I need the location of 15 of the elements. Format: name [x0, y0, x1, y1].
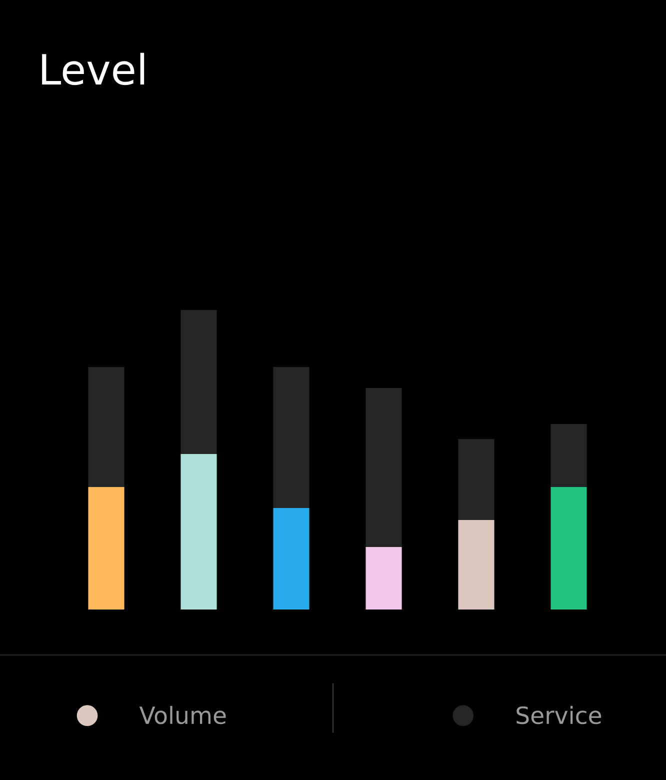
bar — [88, 367, 124, 487]
bar — [458, 520, 494, 610]
bar — [550, 424, 587, 487]
bar — [366, 388, 402, 547]
bar — [550, 487, 587, 610]
bar — [180, 310, 217, 454]
bar — [88, 487, 124, 610]
bar — [273, 508, 310, 610]
bar — [273, 367, 310, 508]
chart-title: Level — [42, 52, 144, 86]
legend-label: Volume — [139, 706, 226, 724]
legend-label: Service — [516, 706, 602, 724]
bar — [458, 439, 494, 520]
bar — [366, 547, 402, 610]
bar — [180, 454, 217, 610]
